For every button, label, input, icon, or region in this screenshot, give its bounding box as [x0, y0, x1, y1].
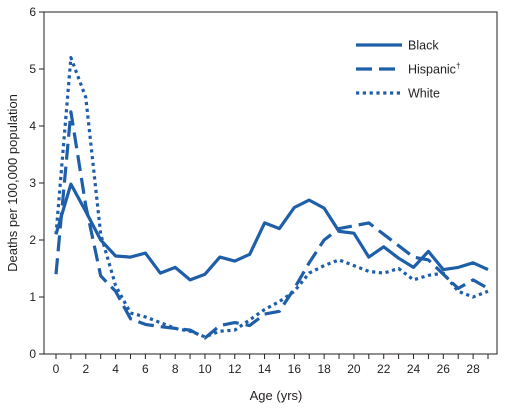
series-lines: [54, 55, 489, 340]
legend-label: Hispanic†: [408, 62, 460, 77]
x-tick-label: 18: [317, 362, 331, 376]
x-tick-label: 10: [198, 362, 212, 376]
series-line-black: [54, 182, 489, 282]
x-tick-label: 14: [258, 362, 272, 376]
legend-label: Black: [408, 39, 439, 53]
legend-item-hispanic: Hispanic†: [356, 62, 460, 77]
x-tick-label: 26: [437, 362, 451, 376]
series-line-hispanic: [54, 110, 489, 340]
x-tick-label: 2: [82, 362, 89, 376]
x-tick-label: 12: [228, 362, 242, 376]
y-tick-label: 0: [29, 347, 36, 361]
x-tick-label: 16: [288, 362, 302, 376]
series-line-white: [54, 55, 489, 339]
legend-item-white: White: [356, 87, 440, 101]
legend-item-black: Black: [356, 39, 439, 53]
y-axis: 0 1 2 3 4 5 6: [29, 5, 44, 361]
x-tick-label: 22: [377, 362, 391, 376]
legend: Black Hispanic† White: [356, 39, 460, 101]
y-tick-label: 1: [29, 290, 36, 304]
x-axis-label: Age (yrs): [250, 388, 303, 403]
x-tick-label: 6: [142, 362, 149, 376]
y-tick-label: 5: [29, 62, 36, 76]
x-tick-label: 8: [172, 362, 179, 376]
legend-footnote-mark: †: [456, 62, 460, 71]
y-tick-label: 4: [29, 119, 36, 133]
y-axis-label: Deaths per 100,000 population: [5, 94, 20, 272]
x-tick-label: 28: [466, 362, 480, 376]
y-tick-label: 3: [29, 176, 36, 190]
x-tick-label: 20: [347, 362, 361, 376]
y-tick-label: 6: [29, 5, 36, 19]
x-axis: 0 2 4 6 8 10 12 14 16 18 20 22 24 26 28: [53, 354, 489, 376]
y-tick-label: 2: [29, 233, 36, 247]
x-tick-label: 24: [407, 362, 421, 376]
legend-label: White: [408, 87, 440, 101]
x-tick-label: 4: [112, 362, 119, 376]
x-tick-label: 0: [53, 362, 60, 376]
